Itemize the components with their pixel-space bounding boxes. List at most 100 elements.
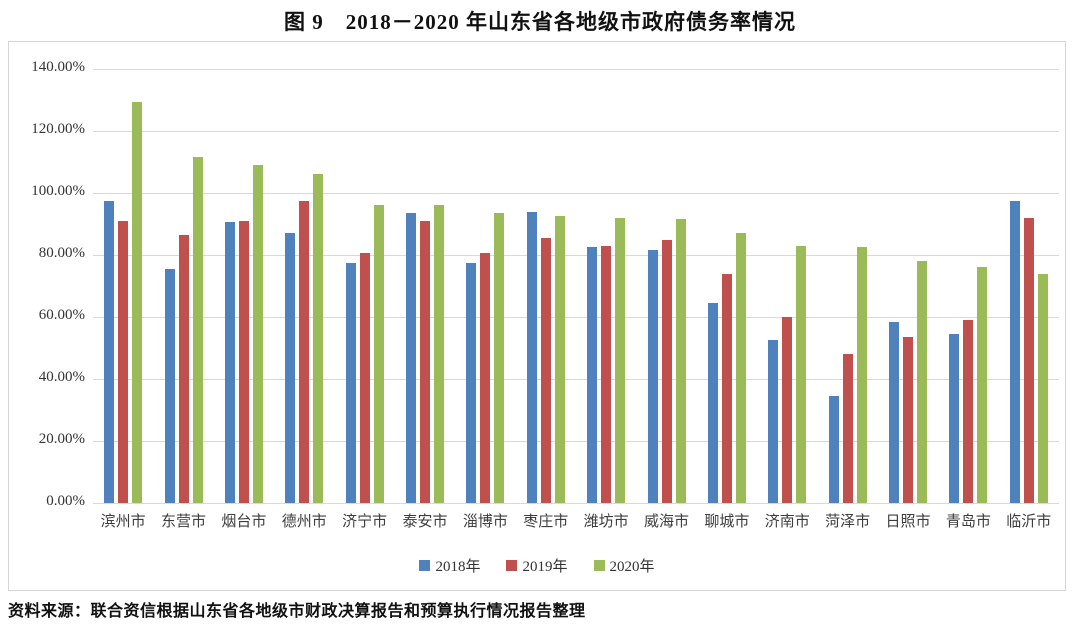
gridline xyxy=(93,379,1059,380)
bar-2019年 xyxy=(842,354,853,503)
y-axis: 0.00% 20.00% 40.00% 60.00% 80.00% 100.00% 120.… xyxy=(9,42,85,590)
y-axis-tick-label: 40.00% xyxy=(38,369,85,385)
bar-group-潍坊市 xyxy=(576,69,636,503)
bar-2019年 xyxy=(480,253,491,503)
gridline xyxy=(93,69,1059,70)
bar-2019年 xyxy=(661,239,672,503)
bar-group-菏泽市 xyxy=(818,69,878,503)
legend-swatch xyxy=(593,559,605,571)
bar-2018年 xyxy=(224,222,235,503)
x-axis-tick-label: 滨州市 xyxy=(100,514,146,530)
x-axis-tick-label: 聊城市 xyxy=(704,514,750,530)
x-axis: 滨州市 东营市 烟台市 德州市 济宁市 泰安市 淄博市 枣庄市 潍坊市 威海市 聊城市 济南市 菏泽市日… xyxy=(93,510,1059,534)
bar-2019年 xyxy=(601,245,612,503)
bar-2019年 xyxy=(782,317,793,503)
bar-2018年 xyxy=(104,200,115,503)
bar-2020年 xyxy=(554,216,565,503)
bar-2018年 xyxy=(768,340,779,503)
bar-group-枣庄市 xyxy=(516,69,576,503)
x-axis-tick-label: 济宁市 xyxy=(342,514,388,530)
bar-2019年 xyxy=(359,253,370,503)
bar-2020年 xyxy=(434,205,445,503)
bar-2018年 xyxy=(647,250,658,503)
bar-2018年 xyxy=(526,211,537,503)
bar-2018年 xyxy=(949,334,960,503)
legend-item: 2019年 xyxy=(506,555,568,576)
source-note: 资料来源：联合资信根据山东省各地级市财政决算报告和预算执行情况报告整理 xyxy=(8,603,586,620)
bar-2018年 xyxy=(587,247,598,503)
x-axis-tick-label: 枣庄市 xyxy=(523,514,569,530)
bar-2020年 xyxy=(615,217,626,503)
bar-2020年 xyxy=(1037,273,1048,503)
x-axis-tick-label: 威海市 xyxy=(644,514,690,530)
x-axis-tick-label: 济南市 xyxy=(764,514,810,530)
x-axis-tick-label: 青岛市 xyxy=(945,514,991,530)
bar-2020年 xyxy=(735,233,746,503)
bar-2019年 xyxy=(903,337,914,503)
x-axis-tick-label: 东营市 xyxy=(161,514,207,530)
bar-group-日照市 xyxy=(878,69,938,503)
x-axis-tick-label: 日照市 xyxy=(885,514,931,530)
gridline xyxy=(93,317,1059,318)
bar-2020年 xyxy=(856,247,867,503)
bar-2019年 xyxy=(721,273,732,503)
bar-2020年 xyxy=(977,267,988,503)
bar-2020年 xyxy=(313,174,324,503)
gridline xyxy=(93,503,1059,504)
plot-area xyxy=(93,69,1059,504)
gridline xyxy=(93,255,1059,256)
bar-2018年 xyxy=(1009,200,1020,503)
bar-2020年 xyxy=(796,245,807,503)
bar-2019年 xyxy=(299,200,310,503)
bar-2019年 xyxy=(1023,217,1034,503)
chart-title: 图 9 2018－2020 年山东省各地级市政府债务率情况 xyxy=(284,10,796,34)
bar-group-临沂市 xyxy=(999,69,1059,503)
bar-2020年 xyxy=(917,261,928,503)
bar-2018年 xyxy=(707,303,718,503)
bar-2018年 xyxy=(889,321,900,503)
bar-2019年 xyxy=(963,320,974,503)
legend-swatch xyxy=(506,559,518,571)
bar-group-青岛市 xyxy=(938,69,998,503)
bar-2018年 xyxy=(406,213,417,503)
bar-group-东营市 xyxy=(153,69,213,503)
bar-group-淄博市 xyxy=(455,69,515,503)
legend-item: 2020年 xyxy=(593,555,655,576)
legend-label: 2019年 xyxy=(522,558,568,575)
bar-group-烟台市 xyxy=(214,69,274,503)
bar-2018年 xyxy=(466,262,477,503)
y-axis-tick-label: 100.00% xyxy=(31,183,85,199)
bar-group-聊城市 xyxy=(697,69,757,503)
bar-2019年 xyxy=(540,237,551,503)
bar-2019年 xyxy=(420,220,431,503)
bar-2018年 xyxy=(345,262,356,503)
gridline xyxy=(93,131,1059,132)
bar-2020年 xyxy=(132,101,143,503)
gridline xyxy=(93,193,1059,194)
x-axis-tick-label: 泰安市 xyxy=(402,514,448,530)
y-axis-tick-label: 0.00% xyxy=(46,493,85,509)
bar-group-滨州市 xyxy=(93,69,153,503)
y-axis-tick-label: 120.00% xyxy=(31,121,85,137)
x-axis-tick-label: 烟台市 xyxy=(221,514,267,530)
gridline xyxy=(93,441,1059,442)
bar-2018年 xyxy=(164,268,175,503)
y-axis-tick-label: 20.00% xyxy=(38,431,85,447)
x-axis-tick-label: 潍坊市 xyxy=(583,514,629,530)
y-axis-tick-label: 80.00% xyxy=(38,245,85,261)
bar-2019年 xyxy=(178,234,189,503)
chart-area: 0.00% 20.00% 40.00% 60.00% 80.00% 100.00% 120.… xyxy=(8,41,1066,591)
x-axis-tick-label: 临沂市 xyxy=(1006,514,1052,530)
legend-swatch xyxy=(419,559,431,571)
x-axis-tick-label: 德州市 xyxy=(281,514,327,530)
bar-2019年 xyxy=(238,220,249,503)
legend-label: 2020年 xyxy=(609,558,655,575)
bar-2018年 xyxy=(828,396,839,503)
y-axis-tick-label: 60.00% xyxy=(38,307,85,323)
bar-group-德州市 xyxy=(274,69,334,503)
x-axis-tick-label: 菏泽市 xyxy=(825,514,871,530)
legend: 2018年 2019年 2020年 xyxy=(9,554,1065,576)
bar-2020年 xyxy=(373,205,384,503)
bar-2018年 xyxy=(285,233,296,503)
